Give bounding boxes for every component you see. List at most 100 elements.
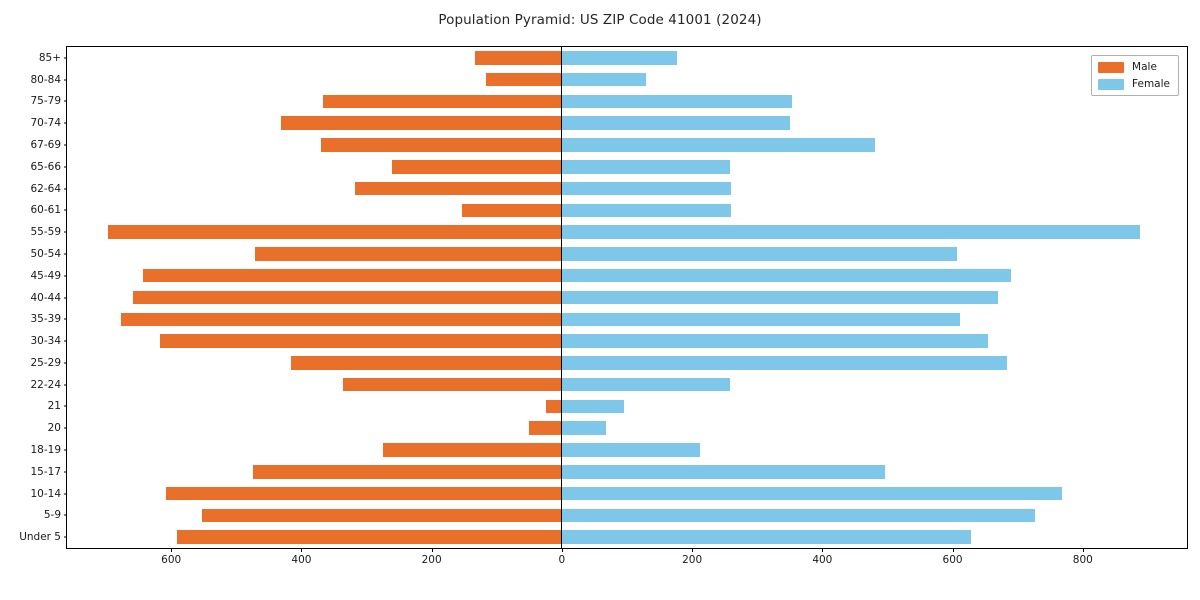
bar-row <box>67 465 1187 479</box>
bar-female <box>561 312 960 327</box>
y-axis-tick-mark <box>63 79 67 81</box>
zero-axis-line <box>561 47 563 548</box>
x-axis-tick-mark <box>692 548 694 552</box>
bar-female <box>561 160 730 174</box>
y-axis-tick-label: 75-79 <box>30 95 61 108</box>
bar-male <box>322 94 562 109</box>
x-axis-tick-label: 200 <box>421 554 442 566</box>
bar-female <box>561 465 885 479</box>
y-axis-tick-mark <box>63 427 67 429</box>
y-axis-tick-label: 60-61 <box>30 204 61 217</box>
y-axis-tick-mark <box>63 231 67 233</box>
bar-female <box>561 94 792 109</box>
bar-row <box>67 312 1187 327</box>
bar-female <box>561 181 731 196</box>
bar-male <box>320 138 562 152</box>
bar-male <box>485 72 562 87</box>
y-axis-tick-mark <box>63 100 67 102</box>
y-axis-tick-mark <box>63 340 67 342</box>
bar-male <box>355 181 562 196</box>
y-axis-tick-label: 62-64 <box>30 182 61 195</box>
y-axis-tick-mark <box>63 362 67 364</box>
bar-male <box>461 203 562 218</box>
x-axis-tick-mark <box>301 548 303 552</box>
y-axis-tick-label: 67-69 <box>30 139 61 152</box>
bar-female <box>561 225 1141 239</box>
bar-female <box>561 530 971 544</box>
y-axis-tick-label: Under 5 <box>19 531 61 544</box>
bar-male <box>253 465 562 479</box>
chart-legend: Male Female <box>1091 55 1179 96</box>
bar-row <box>67 399 1187 414</box>
bar-male <box>281 116 562 130</box>
y-axis-tick-mark <box>63 144 67 146</box>
y-axis-tick-mark <box>63 318 67 320</box>
y-axis-tick-mark <box>63 253 67 255</box>
x-axis-tick-mark <box>171 548 173 552</box>
x-axis-tick-mark <box>952 548 954 552</box>
bar-male <box>121 312 562 327</box>
x-axis-tick-label: 600 <box>942 554 963 566</box>
y-axis-tick-mark <box>63 122 67 124</box>
y-axis-tick-mark <box>63 384 67 386</box>
x-axis-tick-label: 400 <box>812 554 833 566</box>
bar-male <box>165 486 562 501</box>
bar-row <box>67 181 1187 196</box>
bar-male <box>382 443 562 457</box>
y-axis-tick-label: 45-49 <box>30 269 61 282</box>
bar-male <box>545 399 562 414</box>
bar-male <box>529 421 562 435</box>
bar-male <box>108 225 562 239</box>
bar-female <box>561 290 999 305</box>
y-axis-tick-label: 35-39 <box>30 313 61 326</box>
bar-male <box>160 334 562 348</box>
y-axis-tick-label: 50-54 <box>30 247 61 260</box>
y-axis-tick-label: 21 <box>47 400 61 413</box>
y-axis-tick-mark <box>63 275 67 277</box>
y-axis-tick-mark <box>63 209 67 211</box>
bar-female <box>561 356 1008 370</box>
bar-row <box>67 51 1187 65</box>
x-axis-tick-mark <box>822 548 824 552</box>
bars-layer <box>67 47 1187 548</box>
bar-row <box>67 247 1187 261</box>
bar-male <box>133 290 562 305</box>
y-axis-tick-mark <box>63 471 67 473</box>
y-axis-tick-mark <box>63 297 67 298</box>
bar-male <box>143 268 562 283</box>
y-axis-tick-mark <box>63 57 67 59</box>
bar-female <box>561 486 1062 501</box>
legend-label-male: Male <box>1132 61 1157 73</box>
legend-swatch-male <box>1098 61 1125 73</box>
bar-row <box>67 116 1187 130</box>
bar-female <box>561 203 732 218</box>
y-axis-tick-label: 5-9 <box>43 509 61 522</box>
y-axis-tick-mark <box>63 514 67 516</box>
y-axis-tick-mark <box>63 493 67 495</box>
bar-row <box>67 486 1187 501</box>
y-axis-tick-label: 30-34 <box>30 335 61 348</box>
plot-area: 85+ 80-84 75-79 70-74 67-69 65-66 62-64 60-61 55… <box>19 46 1188 566</box>
bar-row <box>67 334 1187 348</box>
y-axis-tick-mark <box>63 166 67 168</box>
bar-row <box>67 225 1187 239</box>
bar-male <box>291 356 562 370</box>
bar-male <box>202 508 562 523</box>
legend-label-female: Female <box>1132 78 1170 90</box>
bar-row <box>67 203 1187 218</box>
bar-male <box>474 51 562 65</box>
bar-female <box>561 247 958 261</box>
bar-row <box>67 94 1187 109</box>
bar-female <box>561 268 1011 283</box>
bar-female <box>561 116 791 130</box>
y-axis-tick-label: 80-84 <box>30 73 61 86</box>
y-axis-tick-label: 85+ <box>38 51 61 64</box>
x-axis-tick-label: 400 <box>291 554 312 566</box>
bar-row <box>67 356 1187 370</box>
bar-female <box>561 138 876 152</box>
y-axis-tick-label: 25-29 <box>30 356 61 369</box>
x-axis-tick-mark <box>431 548 433 552</box>
bar-row <box>67 290 1187 305</box>
legend-item-female: Female <box>1098 78 1170 90</box>
